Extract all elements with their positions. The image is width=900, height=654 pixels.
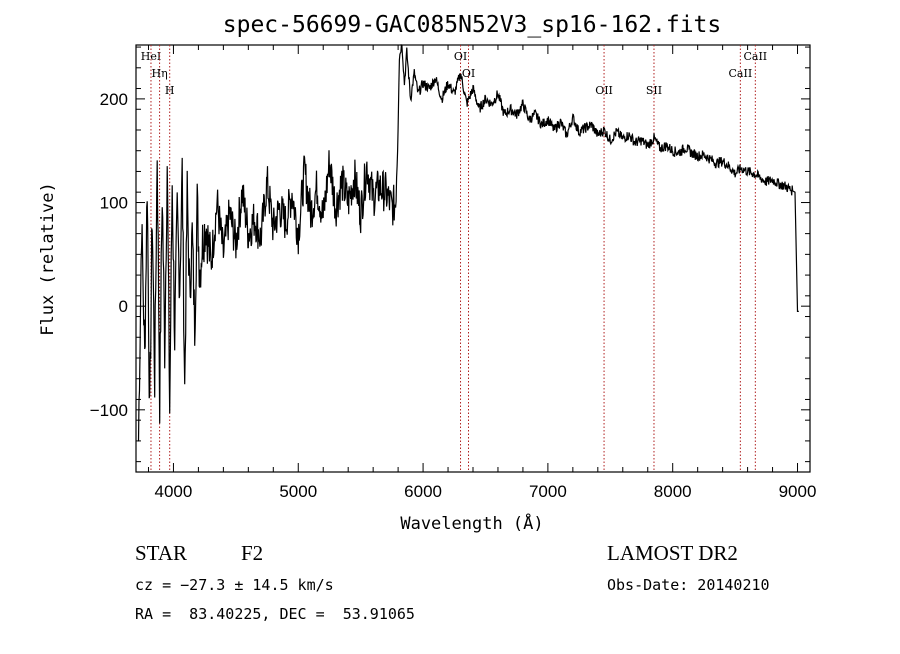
spectrum-line [137,44,799,442]
x-tick-label: 7000 [529,482,567,501]
observation-date: Obs-Date: 20140210 [607,576,770,594]
x-axis: 4000 5000 6000 7000 8000 9000 [147,45,817,501]
x-tick-label: 4000 [155,482,193,501]
y-tick-label: 100 [100,194,128,213]
y-axis: −100 0 100 200 [90,46,810,463]
spectral-line-label: OII [595,84,613,97]
coordinates-readout: RA = 83.40225, DEC = 53.91065 [135,605,415,623]
plot-frame [135,44,811,473]
y-axis-label: Flux (relative) [38,182,58,336]
spectral-line-label: Hη [151,67,167,80]
spectral-line-label: CaII [729,67,753,80]
x-tick-label: 9000 [779,482,817,501]
spectral-line-label: H [165,84,175,97]
y-tick-label: −100 [90,401,128,420]
object-subclass: F2 [241,541,263,565]
spectral-line-label: OI [454,50,467,63]
y-tick-label: 0 [119,297,128,316]
x-tick-label: 5000 [279,482,317,501]
spectral-line-label: CaII [743,50,767,63]
spectral-line-label: SII [646,84,662,97]
object-class: STAR [135,541,187,565]
x-axis-label: Wavelength (Å) [400,512,543,534]
x-tick-label: 8000 [654,482,692,501]
spectral-line-markers: HeI Hη H OI OI OII SII CaII CaII [141,45,767,472]
redshift-readout: cz = −27.3 ± 14.5 km/s [135,576,334,594]
survey-name: LAMOST DR2 [607,541,738,565]
spectral-line-label: OI [462,67,475,80]
spectral-line-label: HeI [141,50,161,63]
chart-title: spec-56699-GAC085N52V3_sp16-162.fits [223,12,722,38]
y-tick-label: 200 [100,90,128,109]
x-tick-label: 6000 [404,482,442,501]
